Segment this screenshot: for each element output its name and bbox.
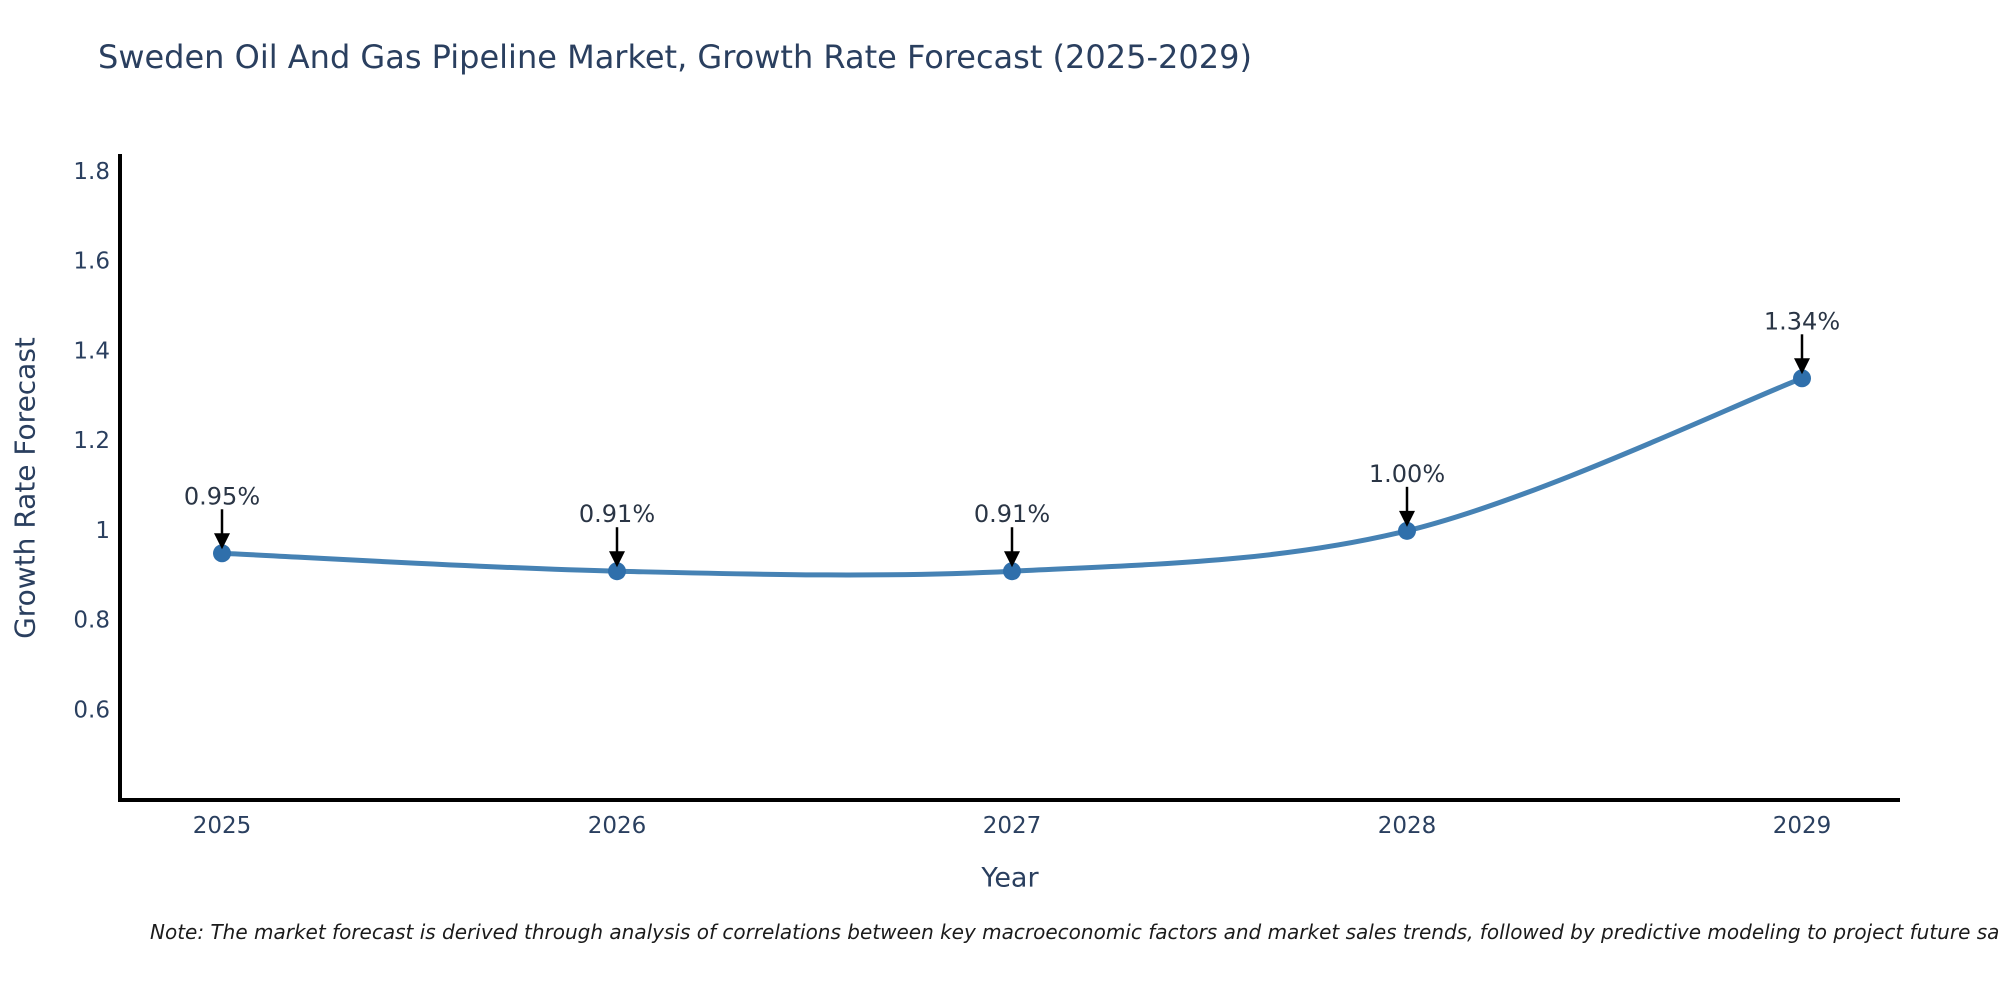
y-tick-label: 1.8 xyxy=(73,159,110,185)
x-tick-label: 2025 xyxy=(193,813,252,839)
y-tick-label: 1 xyxy=(95,518,110,544)
data-point-2027 xyxy=(1003,562,1021,581)
annotation-arrow-head xyxy=(1794,358,1810,375)
data-point-2028 xyxy=(1398,521,1416,540)
point-value-label: 1.34% xyxy=(1764,307,1840,335)
annotation-arrow-head xyxy=(1399,510,1415,527)
x-tick-label: 2029 xyxy=(1773,813,1832,839)
y-tick-label: 0.8 xyxy=(73,608,110,634)
annotation-arrow-head xyxy=(1004,551,1020,568)
point-value-label: 1.00% xyxy=(1369,460,1445,488)
footnote: Note: The market forecast is derived thr… xyxy=(150,920,2000,944)
data-point-2029 xyxy=(1793,369,1811,388)
x-tick-label: 2026 xyxy=(588,813,647,839)
point-value-label: 0.91% xyxy=(579,500,655,528)
x-axis-title: Year xyxy=(981,862,1039,894)
point-value-label: 0.91% xyxy=(974,500,1050,528)
chart-title: Sweden Oil And Gas Pipeline Market, Grow… xyxy=(98,38,1252,76)
annotation-arrow-head xyxy=(609,551,625,568)
point-value-label: 0.95% xyxy=(184,482,260,510)
data-point-2026 xyxy=(608,562,626,581)
y-axis-line xyxy=(118,154,122,802)
y-tick-label: 1.2 xyxy=(73,428,110,454)
x-tick-label: 2027 xyxy=(983,813,1042,839)
y-tick-label: 0.6 xyxy=(73,697,110,723)
y-tick-label: 1.6 xyxy=(73,249,110,275)
annotation-arrow-head xyxy=(214,533,230,550)
data-point-2025 xyxy=(213,544,231,563)
y-tick-label: 1.4 xyxy=(73,338,110,364)
x-axis-line xyxy=(118,798,1900,802)
x-tick-label: 2028 xyxy=(1378,813,1437,839)
